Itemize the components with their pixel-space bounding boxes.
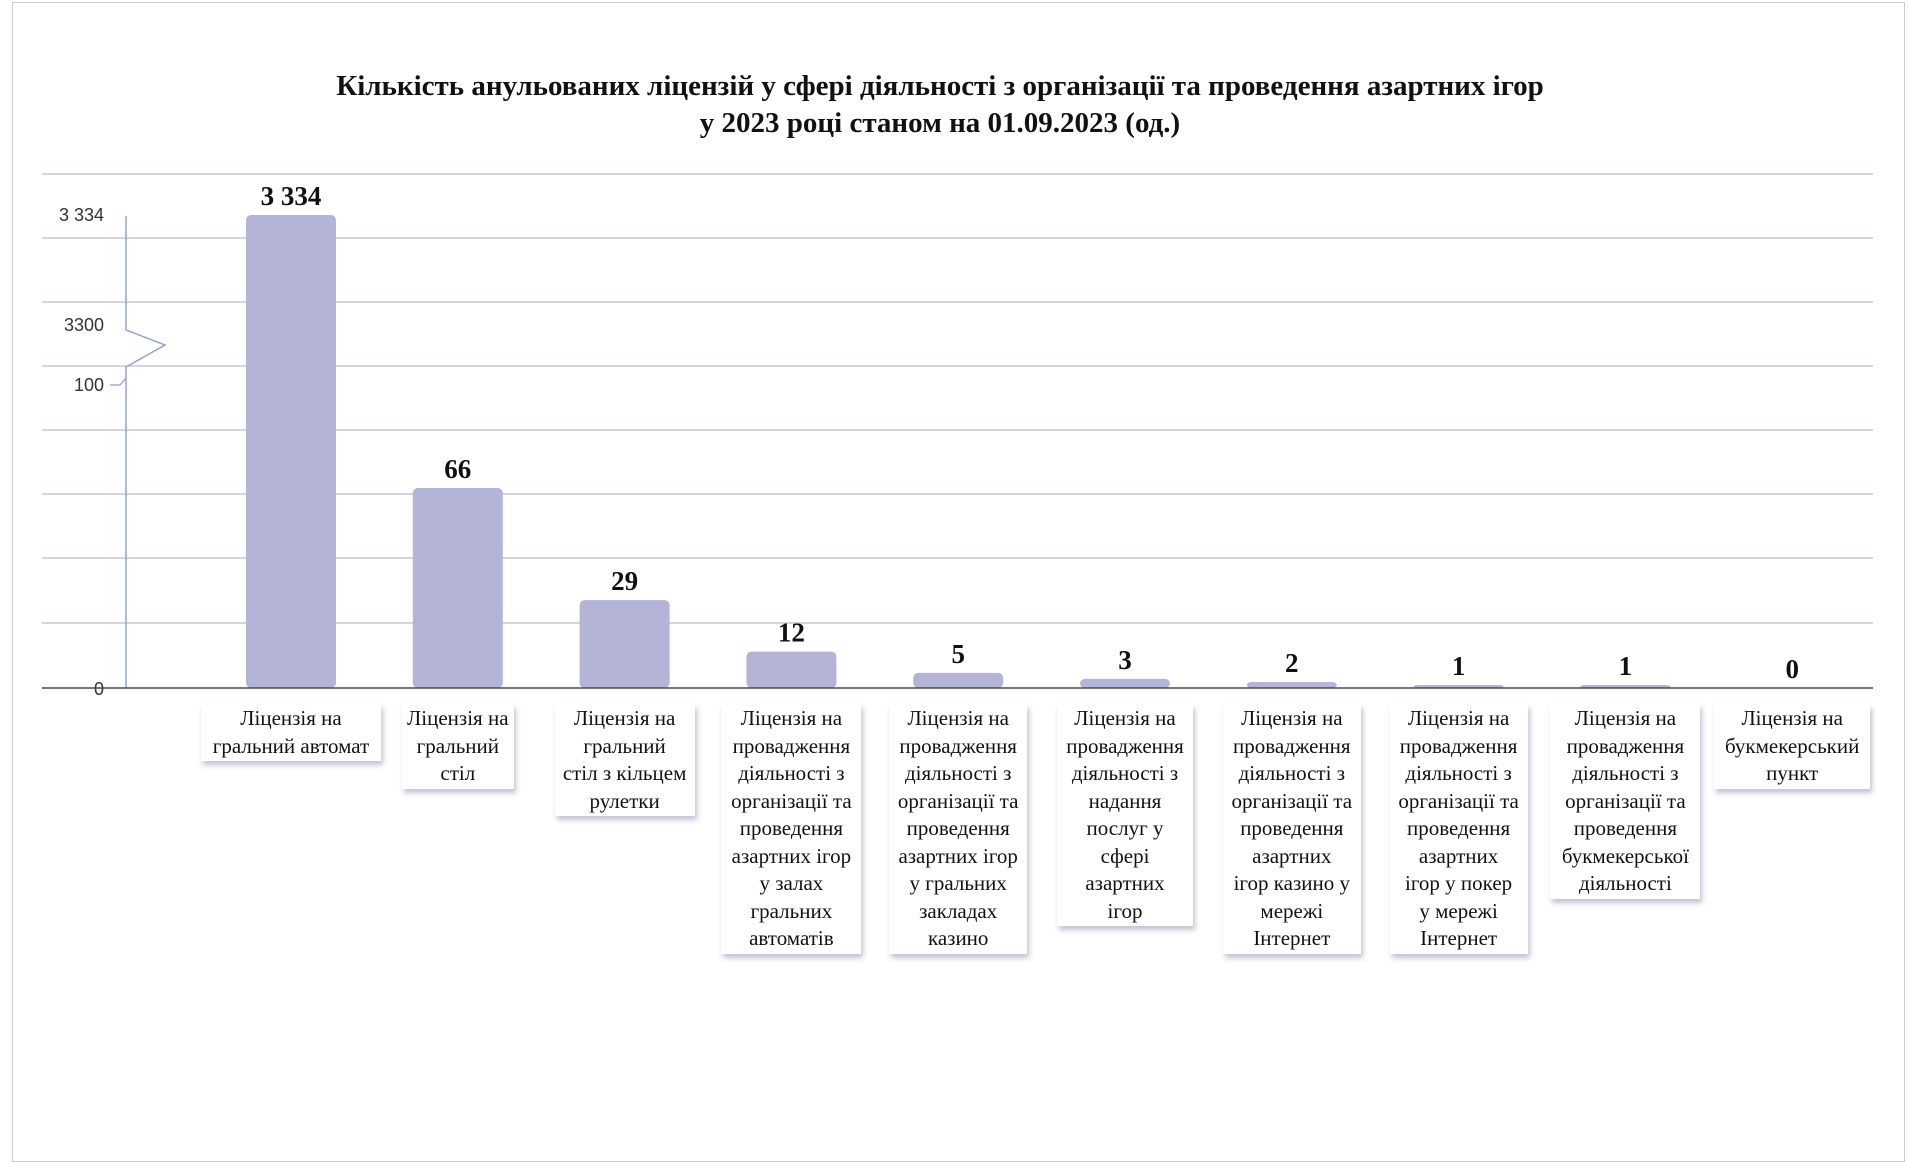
- category-label-line: гральний автомат: [212, 733, 370, 758]
- category-label-1: Ліцензія на гральний стіл: [401, 704, 514, 789]
- value-label-7: 1: [1452, 651, 1466, 681]
- bar-2: [579, 600, 670, 688]
- value-label-2: 29: [611, 566, 638, 596]
- category-label-line: провадження: [1066, 733, 1184, 758]
- chart-title-line-2: у 2023 році станом на 01.09.2023 (од.): [699, 107, 1181, 139]
- category-label-line: Ліцензія на: [240, 706, 342, 730]
- chart-title: Кількість анульованих ліцензій у сфері д…: [150, 68, 1730, 142]
- category-label-line: стіл: [440, 761, 476, 785]
- category-label-line: букмекерський: [1725, 733, 1860, 758]
- y-axis-tick-100: [110, 377, 127, 386]
- category-label-line: діяльності з: [1572, 761, 1679, 785]
- category-label-line: Ліцензія на: [1574, 706, 1677, 730]
- category-label-6: Ліцензія на провадження діяльності з органі…: [1222, 704, 1361, 954]
- category-label-line: закладах: [919, 898, 998, 923]
- category-label-line: Ліцензія на: [1407, 706, 1510, 730]
- category-label-line: провадження: [1233, 733, 1351, 758]
- category-label-5: Ліцензія на провадження діяльності з наданн…: [1057, 704, 1193, 926]
- category-label-line: Ліцензія на: [907, 706, 1009, 730]
- category-label-line: у гральних: [909, 871, 1007, 895]
- category-label-line: Інтернет: [1253, 926, 1331, 950]
- category-label-line: діяльності: [1578, 871, 1672, 895]
- category-label-line: ігор у покер: [1405, 871, 1513, 895]
- value-label-5: 3: [1118, 645, 1132, 675]
- category-label-line: азартних: [1252, 843, 1332, 868]
- y-tick-label-1: 3300: [64, 315, 104, 335]
- category-label-line: Ліцензія на: [573, 706, 676, 730]
- category-label-line: Ліцензія на: [1074, 706, 1176, 730]
- category-label-line: організації та: [1565, 788, 1686, 813]
- category-label-line: проведення: [739, 816, 843, 840]
- bar-4: [913, 672, 1004, 688]
- category-label-7: Ліцензія на провадження діяльності з органі…: [1389, 704, 1528, 954]
- chart-title-line-1: Кількість анульованих ліцензій у сфері д…: [336, 70, 1544, 102]
- category-label-line: у залах: [759, 871, 824, 895]
- category-label-line: азартних: [1418, 843, 1499, 868]
- category-label-line: Ліцензія на: [740, 706, 843, 730]
- category-label-line: стіл з кільцем: [562, 761, 687, 785]
- category-label-line: проведення: [1406, 816, 1511, 840]
- category-label-9: Ліцензія на букмекерський пункт: [1714, 704, 1871, 789]
- category-label-line: Інтернет: [1420, 926, 1498, 950]
- category-label-line: ігор казино у: [1233, 871, 1350, 895]
- category-label-line: азартних: [1085, 871, 1165, 895]
- value-label-1: 66: [444, 454, 471, 484]
- category-label-line: гральний: [583, 733, 666, 758]
- category-label-line: організації та: [1231, 788, 1353, 813]
- category-label-line: послуг у: [1086, 816, 1164, 840]
- y-tick-label-2: 100: [74, 375, 104, 395]
- category-label-line: діяльності з: [1071, 761, 1179, 785]
- category-label-line: провадження: [899, 733, 1017, 758]
- bar-1: [412, 488, 503, 688]
- bar-6: [1246, 681, 1337, 688]
- y-axis-line: [125, 216, 167, 688]
- category-label-line: сфері: [1100, 843, 1150, 868]
- category-label-line: проведення: [1573, 816, 1677, 840]
- bar-3: [746, 651, 837, 688]
- category-label-line: діяльності з: [738, 761, 845, 785]
- category-label-line: організації та: [897, 788, 1019, 813]
- category-label-line: азартних ігор: [731, 843, 852, 868]
- category-label-line: організації та: [1398, 788, 1519, 813]
- bar-5: [1080, 678, 1170, 688]
- bar-0: [246, 215, 336, 688]
- category-label-8: Ліцензія на провадження діяльності з органі…: [1550, 704, 1701, 899]
- category-label-line: у мережі: [1419, 898, 1498, 923]
- value-label-4: 5: [951, 639, 965, 669]
- category-label-line: гральний: [416, 733, 499, 758]
- category-label-line: проведення: [1240, 816, 1344, 840]
- y-tick-label-0: 3 334: [59, 205, 104, 225]
- value-label-9: 0: [1785, 654, 1799, 684]
- category-label-line: надання: [1088, 788, 1162, 813]
- category-label-line: діяльності з: [1405, 761, 1512, 785]
- category-label-line: організації та: [731, 788, 852, 813]
- category-label-line: діяльності з: [1238, 761, 1345, 785]
- value-label-6: 2: [1285, 648, 1299, 678]
- category-label-line: мережі: [1260, 898, 1324, 923]
- category-label-line: букмекерської: [1561, 843, 1689, 868]
- category-label-line: автоматів: [749, 926, 834, 950]
- category-label-line: ігор: [1107, 898, 1143, 923]
- category-label-0: Ліцензія на гральний автомат: [201, 704, 381, 761]
- category-label-line: проведення: [906, 816, 1010, 840]
- category-label-line: провадження: [732, 733, 851, 758]
- category-label-3: Ліцензія на провадження діяльності з органі…: [721, 704, 862, 954]
- category-label-line: провадження: [1399, 733, 1518, 758]
- value-label-8: 1: [1619, 651, 1633, 681]
- category-label-line: провадження: [1566, 733, 1685, 758]
- value-label-0: 3 334: [261, 181, 322, 211]
- category-label-2: Ліцензія на гральний стіл з кільцем рулетки: [554, 704, 695, 816]
- category-label-line: рулетки: [589, 788, 660, 813]
- category-label-4: Ліцензія на провадження діяльності з органі…: [889, 704, 1028, 954]
- category-label-line: гральних: [750, 898, 833, 923]
- category-label-line: Ліцензія на: [407, 706, 509, 730]
- category-label-line: Ліцензія на: [1741, 706, 1843, 730]
- category-label-line: діяльності з: [905, 761, 1012, 785]
- category-label-line: пункт: [1766, 761, 1819, 785]
- category-label-line: азартних ігор: [898, 843, 1018, 868]
- category-label-line: казино: [927, 926, 989, 950]
- value-label-3: 12: [778, 618, 805, 648]
- category-label-line: Ліцензія на: [1241, 706, 1343, 730]
